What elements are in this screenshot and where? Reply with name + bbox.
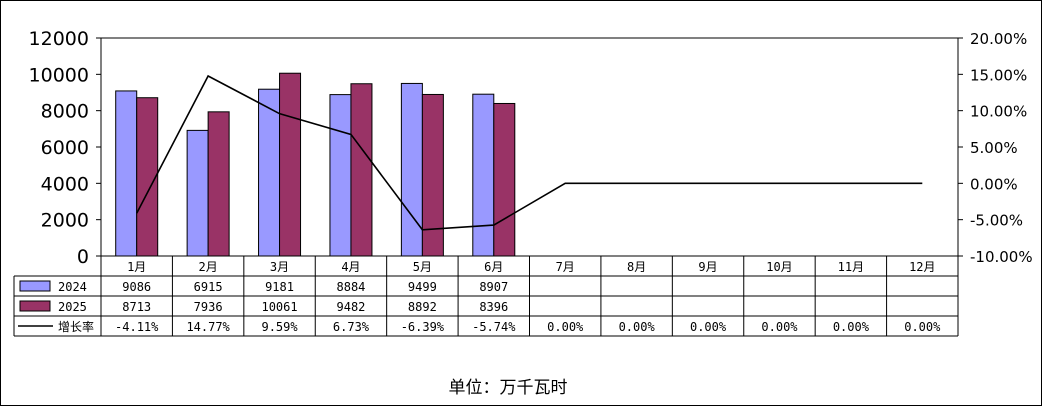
- bar-2025: [493, 102, 516, 257]
- category-label: 12月: [909, 260, 935, 274]
- table-cell: 8892: [408, 300, 437, 314]
- bar-2024: [186, 129, 209, 257]
- table-cell: 9499: [408, 280, 437, 294]
- bar-2025: [421, 93, 444, 257]
- category-label: 6月: [484, 260, 503, 274]
- table-cell: 8907: [479, 280, 508, 294]
- bar-2024: [400, 82, 423, 257]
- table-cell: 0.00%: [619, 320, 656, 334]
- unit-label: 单位：万千瓦时: [449, 378, 568, 398]
- table-cell: -4.11%: [115, 320, 159, 334]
- category-label: 7月: [556, 260, 575, 274]
- category-label: 1月: [127, 260, 146, 274]
- category-label: 8月: [627, 260, 646, 274]
- table-cell: 9086: [122, 280, 151, 294]
- left-tick-label: 4000: [41, 173, 89, 195]
- category-label: 2月: [199, 260, 218, 274]
- category-label: 4月: [341, 260, 360, 274]
- right-tick-label: 15.00%: [970, 66, 1027, 84]
- table-cell: 6.73%: [333, 320, 370, 334]
- left-tick-label: 0: [77, 246, 89, 268]
- left-tick-label: 12000: [29, 28, 89, 50]
- bar-2024: [115, 90, 138, 257]
- table-cell: 9482: [337, 300, 366, 314]
- table-cell: 0.00%: [547, 320, 584, 334]
- table-cell: -6.39%: [401, 320, 445, 334]
- table-cell: 14.77%: [186, 320, 230, 334]
- table-cell: -5.74%: [472, 320, 516, 334]
- legend-swatch: [19, 300, 51, 312]
- right-tick-label: -10.00%: [970, 248, 1033, 266]
- category-label: 5月: [413, 260, 432, 274]
- table-cell: 8884: [337, 280, 366, 294]
- table-cell: 9181: [265, 280, 294, 294]
- table-cell: 8713: [122, 300, 151, 314]
- bar-2025: [207, 111, 230, 257]
- category-label: 9月: [698, 260, 717, 274]
- category-label: 10月: [766, 260, 792, 274]
- bar-2025: [136, 97, 159, 257]
- legend-swatch: [19, 280, 51, 292]
- table-cell: 8396: [479, 300, 508, 314]
- left-tick-label: 8000: [41, 101, 89, 123]
- table-cell: 7936: [194, 300, 223, 314]
- right-tick-label: 20.00%: [970, 30, 1027, 48]
- left-tick-label: 10000: [29, 64, 89, 86]
- bar-2025: [350, 83, 373, 257]
- legend-label: 2024: [58, 280, 87, 294]
- right-tick-label: 5.00%: [970, 139, 1018, 157]
- table-cell: 0.00%: [690, 320, 727, 334]
- right-tick-label: 10.00%: [970, 103, 1027, 121]
- category-label: 3月: [270, 260, 289, 274]
- right-tick-label: -5.00%: [970, 212, 1023, 230]
- bar-2024: [329, 94, 352, 257]
- table-cell: 0.00%: [761, 320, 798, 334]
- table-cell: 10061: [261, 300, 297, 314]
- bar-2024: [472, 93, 495, 257]
- left-tick-label: 6000: [41, 137, 89, 159]
- right-tick-label: 0.00%: [970, 175, 1018, 193]
- category-label: 11月: [838, 260, 864, 274]
- bar-2025: [279, 72, 302, 257]
- bar-2024: [258, 88, 281, 257]
- table-cell: 0.00%: [904, 320, 941, 334]
- table-cell: 0.00%: [833, 320, 870, 334]
- table-cell: 6915: [194, 280, 223, 294]
- table-cell: 9.59%: [261, 320, 298, 334]
- left-tick-label: 2000: [41, 210, 89, 232]
- legend-label: 增长率: [58, 319, 94, 334]
- legend-label: 2025: [58, 300, 87, 314]
- growth-line: [135, 74, 923, 231]
